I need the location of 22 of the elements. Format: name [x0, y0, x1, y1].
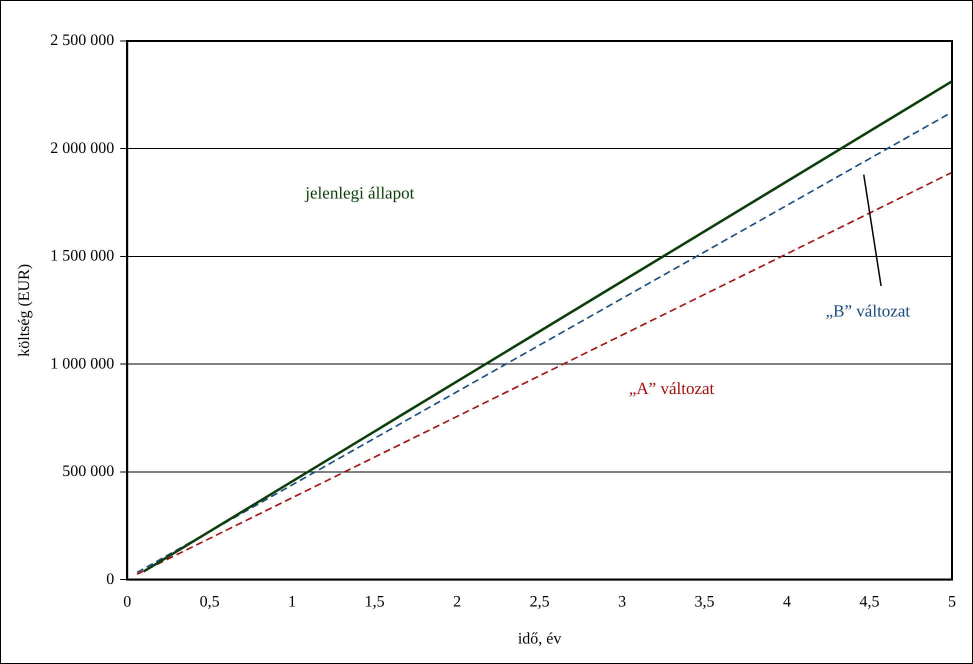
x-tick-label: 0,5 [200, 593, 220, 610]
x-tick-label: 3 [618, 593, 626, 610]
x-axis-title: idő, év [518, 630, 562, 648]
x-tick-label: 2 [453, 593, 462, 610]
y-tick-label: 1 000 000 [50, 355, 114, 372]
x-tick-label: 2,5 [530, 593, 550, 610]
x-tick-label: 4,5 [860, 593, 880, 610]
x-tick-label: 4 [783, 593, 792, 610]
y-tick-label: 2 000 000 [50, 140, 114, 157]
x-tick-label: 3,5 [694, 593, 715, 610]
y-tick-label: 500 000 [62, 463, 114, 480]
y-tick-label: 0 [106, 570, 114, 588]
x-tick-label: 1,5 [364, 593, 385, 610]
y-tick-label: 2 500 000 [50, 32, 114, 50]
x-tick-label: 0 [123, 593, 132, 610]
x-tick-label: 1 [288, 593, 296, 610]
x-tick-label: 5 [948, 593, 956, 610]
y-axis-title: költség (EUR) [16, 264, 33, 357]
text: jelenlegi állapot [304, 183, 415, 202]
y-tick-label: 1 500 000 [50, 248, 114, 265]
text: „B” változat [826, 301, 910, 320]
text: „A” változat [628, 378, 715, 398]
